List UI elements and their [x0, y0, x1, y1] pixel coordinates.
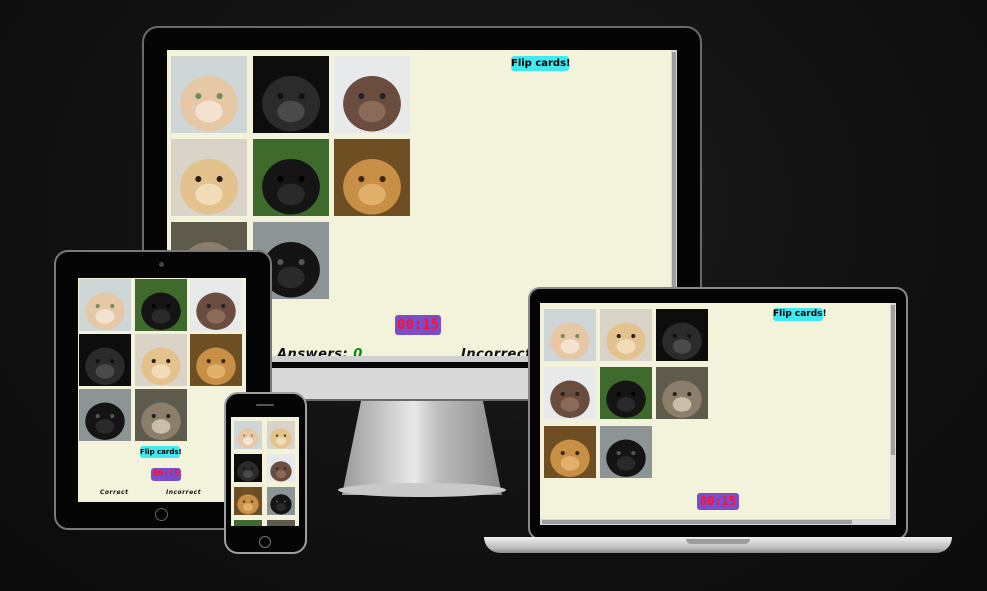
- tablet-camera: [159, 262, 164, 267]
- desktop-card-2[interactable]: [253, 56, 329, 133]
- laptop-card-6[interactable]: [656, 367, 708, 419]
- desktop-card-6[interactable]: [334, 139, 410, 216]
- wolf-photo: [267, 520, 295, 526]
- desktop-card-5[interactable]: [253, 139, 329, 216]
- phone-card-4[interactable]: [267, 454, 295, 482]
- cat-photo: [79, 279, 131, 331]
- desktop-card-8[interactable]: [253, 222, 329, 299]
- lion-photo: [190, 334, 242, 386]
- desktop-overlap-bar: [167, 356, 677, 362]
- laptop-hscrollbar[interactable]: [540, 519, 890, 525]
- elephant-photo: [334, 56, 410, 133]
- laptop-scrollbar[interactable]: [890, 303, 896, 525]
- phone-card-5[interactable]: [234, 487, 262, 515]
- phone-card-7[interactable]: [234, 520, 262, 526]
- wolf-photo: [135, 389, 187, 441]
- desktop-answers-value: 0: [353, 347, 363, 362]
- lion-photo: [544, 426, 596, 478]
- gorilla-photo: [656, 309, 708, 361]
- laptop-card-8[interactable]: [600, 426, 652, 478]
- tablet-card-1[interactable]: [79, 279, 131, 331]
- cat-photo: [234, 421, 262, 449]
- tablet-card-6[interactable]: [190, 334, 242, 386]
- wolf-photo: [656, 367, 708, 419]
- desktop-card-3[interactable]: [334, 56, 410, 133]
- tablet-card-5[interactable]: [135, 334, 187, 386]
- dog-photo: [171, 139, 247, 216]
- laptop-screen: Flip cards! 00:15: [540, 303, 896, 525]
- tablet-card-7[interactable]: [79, 389, 131, 441]
- desktop-timer: 00:15: [395, 315, 441, 335]
- elephant-photo: [190, 279, 242, 331]
- elephant-photo: [544, 367, 596, 419]
- raven-photo: [600, 426, 652, 478]
- tablet-card-8[interactable]: [135, 389, 187, 441]
- horse-photo: [600, 367, 652, 419]
- desktop-card-1[interactable]: [171, 56, 247, 133]
- laptop-card-3[interactable]: [656, 309, 708, 361]
- laptop-card-5[interactable]: [600, 367, 652, 419]
- raven-photo: [267, 487, 295, 515]
- horse-photo: [135, 279, 187, 331]
- desktop-stand-base: [338, 483, 506, 497]
- dog-photo: [267, 421, 295, 449]
- phone-card-2[interactable]: [267, 421, 295, 449]
- raven-photo: [253, 222, 329, 299]
- lion-photo: [334, 139, 410, 216]
- horse-photo: [253, 139, 329, 216]
- phone-home-button[interactable]: [259, 536, 271, 548]
- dog-photo: [135, 334, 187, 386]
- elephant-photo: [267, 454, 295, 482]
- tablet-flip-button[interactable]: Flip cards!: [140, 446, 182, 458]
- laptop-flip-button[interactable]: Flip cards!: [773, 308, 827, 321]
- desktop-stand: [342, 400, 502, 495]
- raven-photo: [79, 389, 131, 441]
- desktop-scrollbar-thumb[interactable]: [672, 52, 676, 350]
- tablet-screen: Flip cards! 00:15 Correct Incorrect: [78, 278, 246, 502]
- laptop-card-4[interactable]: [544, 367, 596, 419]
- laptop-base: [484, 537, 952, 553]
- tablet-card-4[interactable]: [79, 334, 131, 386]
- laptop-notch: [686, 539, 750, 544]
- phone-card-1[interactable]: [234, 421, 262, 449]
- cat-photo: [171, 56, 247, 133]
- laptop-card-2[interactable]: [600, 309, 652, 361]
- dog-photo: [600, 309, 652, 361]
- laptop-scrollbar-thumb[interactable]: [891, 305, 895, 455]
- tablet-home-button[interactable]: [155, 508, 168, 521]
- tablet-correct-label: Correct: [100, 489, 129, 496]
- laptop-card-1[interactable]: [544, 309, 596, 361]
- phone-card-3[interactable]: [234, 454, 262, 482]
- phone-speaker: [256, 404, 274, 406]
- tablet-timer: 00:15: [151, 468, 181, 481]
- phone-screen: [231, 417, 299, 526]
- tablet-incorrect-label: Incorrect: [166, 489, 202, 496]
- desktop-card-4[interactable]: [171, 139, 247, 216]
- desktop-flip-button[interactable]: Flip cards!: [511, 56, 571, 71]
- gorilla-photo: [79, 334, 131, 386]
- laptop-card-7[interactable]: [544, 426, 596, 478]
- cat-photo: [544, 309, 596, 361]
- lion-photo: [234, 487, 262, 515]
- horse-photo: [234, 520, 262, 526]
- laptop-hscrollbar-thumb[interactable]: [542, 520, 852, 524]
- tablet-card-3[interactable]: [190, 279, 242, 331]
- tablet-card-2[interactable]: [135, 279, 187, 331]
- gorilla-photo: [253, 56, 329, 133]
- phone-card-6[interactable]: [267, 487, 295, 515]
- phone-card-8[interactable]: [267, 520, 295, 526]
- desktop-scrollbar[interactable]: [671, 50, 677, 362]
- laptop-timer: 00:15: [697, 493, 739, 510]
- gorilla-photo: [234, 454, 262, 482]
